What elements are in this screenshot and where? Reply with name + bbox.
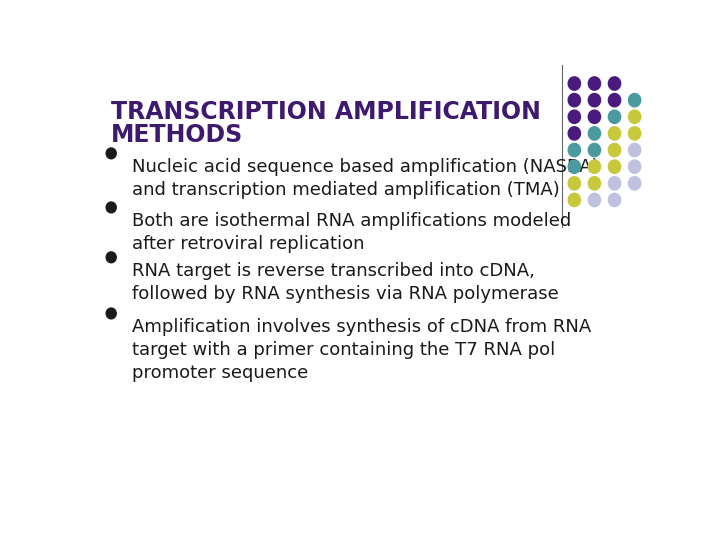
Ellipse shape (106, 252, 116, 263)
Ellipse shape (629, 177, 641, 190)
Ellipse shape (608, 160, 621, 173)
Ellipse shape (568, 110, 580, 124)
Ellipse shape (629, 110, 641, 124)
Ellipse shape (608, 144, 621, 157)
Ellipse shape (568, 93, 580, 107)
Ellipse shape (568, 144, 580, 157)
Ellipse shape (608, 93, 621, 107)
Text: Nucleic acid sequence based amplification (NASBA)
and transcription mediated amp: Nucleic acid sequence based amplificatio… (132, 158, 598, 199)
Ellipse shape (629, 160, 641, 173)
Text: TRANSCRIPTION AMPLIFICATION: TRANSCRIPTION AMPLIFICATION (111, 100, 541, 124)
Ellipse shape (608, 193, 621, 207)
Text: Amplification involves synthesis of cDNA from RNA
target with a primer containin: Amplification involves synthesis of cDNA… (132, 319, 591, 382)
Ellipse shape (106, 202, 116, 213)
Ellipse shape (608, 77, 621, 90)
Ellipse shape (588, 127, 600, 140)
Ellipse shape (568, 77, 580, 90)
Ellipse shape (568, 177, 580, 190)
Ellipse shape (629, 93, 641, 107)
Ellipse shape (588, 160, 600, 173)
Ellipse shape (588, 144, 600, 157)
Ellipse shape (588, 110, 600, 124)
Ellipse shape (629, 144, 641, 157)
Text: RNA target is reverse transcribed into cDNA,
followed by RNA synthesis via RNA p: RNA target is reverse transcribed into c… (132, 262, 559, 303)
Ellipse shape (588, 93, 600, 107)
Ellipse shape (568, 160, 580, 173)
Text: Both are isothermal RNA amplifications modeled
after retroviral replication: Both are isothermal RNA amplifications m… (132, 212, 571, 253)
Ellipse shape (608, 110, 621, 124)
Ellipse shape (629, 127, 641, 140)
Ellipse shape (568, 193, 580, 207)
Ellipse shape (608, 177, 621, 190)
Ellipse shape (608, 127, 621, 140)
Ellipse shape (106, 148, 116, 159)
Ellipse shape (588, 193, 600, 207)
Ellipse shape (588, 77, 600, 90)
Text: METHODS: METHODS (111, 123, 243, 147)
Ellipse shape (106, 308, 116, 319)
Ellipse shape (568, 127, 580, 140)
Ellipse shape (588, 177, 600, 190)
